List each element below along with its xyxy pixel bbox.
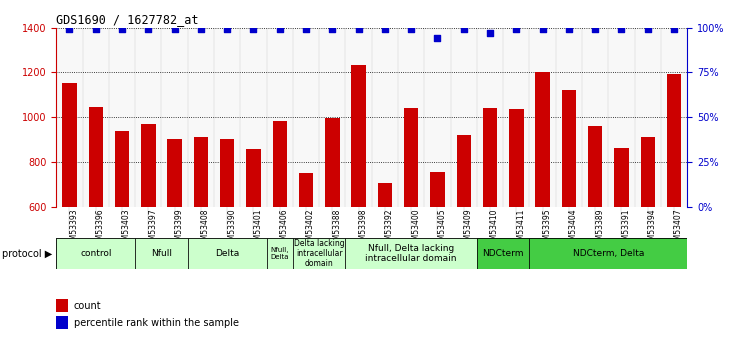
Point [116,27,128,32]
Bar [430,172,445,342]
Text: GSM53396: GSM53396 [96,208,104,250]
Text: GSM53409: GSM53409 [463,208,472,250]
Text: Delta lacking
intracellular
domain: Delta lacking intracellular domain [294,239,345,268]
Text: GSM53407: GSM53407 [674,208,683,250]
Text: GSM53390: GSM53390 [228,208,236,250]
Bar [62,82,77,342]
Text: GSM53402: GSM53402 [306,208,315,250]
Point [484,30,496,36]
Point [195,27,207,32]
Bar [378,184,392,342]
Text: GSM53400: GSM53400 [412,208,420,250]
Point [406,27,418,32]
Text: GSM53406: GSM53406 [280,208,288,250]
Text: percentile rank within the sample: percentile rank within the sample [74,318,239,328]
Point [274,27,286,32]
Bar [267,238,293,269]
Bar [56,299,68,312]
Text: Nfull,
Delta: Nfull, Delta [270,247,289,260]
Bar [325,118,339,342]
Bar [614,148,629,342]
Point [169,27,181,32]
Point [563,27,575,32]
Text: GSM53392: GSM53392 [385,208,394,250]
Point [511,27,523,32]
Bar [535,72,550,342]
Bar [115,131,129,342]
Text: GSM53401: GSM53401 [254,208,262,250]
Bar [141,124,155,342]
Bar [351,65,366,342]
Bar [404,108,418,342]
Point [353,27,365,32]
Bar [56,316,68,329]
Point [590,27,602,32]
Text: GDS1690 / 1627782_at: GDS1690 / 1627782_at [56,13,199,27]
Point [222,27,234,32]
Text: protocol ▶: protocol ▶ [2,249,53,258]
Text: Nfull, Delta lacking
intracellular domain: Nfull, Delta lacking intracellular domai… [366,244,457,263]
Bar [56,238,135,269]
Point [616,27,628,32]
Bar [220,139,234,342]
Bar [167,139,182,342]
Point [641,27,653,32]
Text: GSM53405: GSM53405 [437,208,446,250]
Text: GSM53408: GSM53408 [201,208,210,250]
Point [326,27,338,32]
Text: GSM53410: GSM53410 [490,208,499,250]
Bar [562,90,576,342]
Text: GSM53404: GSM53404 [569,208,578,250]
Point [457,27,470,32]
Bar [588,126,602,342]
Point [248,27,260,32]
Point [431,36,443,41]
Text: Nfull: Nfull [151,249,172,258]
Text: GSM53394: GSM53394 [647,208,656,250]
Bar [194,137,208,342]
Point [64,27,75,32]
Bar [483,108,497,342]
Bar [477,238,529,269]
Text: control: control [80,249,111,258]
Bar [188,238,267,269]
Text: GSM53403: GSM53403 [122,208,131,250]
Text: GSM53388: GSM53388 [332,208,341,250]
Bar [246,149,261,342]
Bar [299,173,313,342]
Bar [273,121,287,342]
Bar [457,135,471,342]
Bar [667,73,681,342]
Text: GSM53399: GSM53399 [175,208,183,250]
Point [300,27,312,32]
Point [143,27,155,32]
Point [379,27,391,32]
Text: NDCterm: NDCterm [482,249,524,258]
Bar [641,137,655,342]
Text: GSM53397: GSM53397 [149,208,157,250]
Point [536,27,548,32]
Bar [135,238,188,269]
Point [90,27,102,32]
Bar [89,107,103,342]
Bar [345,238,477,269]
Bar [293,238,345,269]
Text: GSM53393: GSM53393 [70,208,78,250]
Text: GSM53389: GSM53389 [596,208,604,250]
Point [668,27,680,32]
Text: GSM53398: GSM53398 [359,208,367,250]
Bar [529,238,687,269]
Text: GSM53395: GSM53395 [542,208,551,250]
Text: NDCterm, Delta: NDCterm, Delta [572,249,644,258]
Text: GSM53391: GSM53391 [622,208,630,250]
Text: Delta: Delta [215,249,240,258]
Bar [509,109,523,342]
Text: GSM53411: GSM53411 [517,208,525,250]
Text: count: count [74,301,101,310]
